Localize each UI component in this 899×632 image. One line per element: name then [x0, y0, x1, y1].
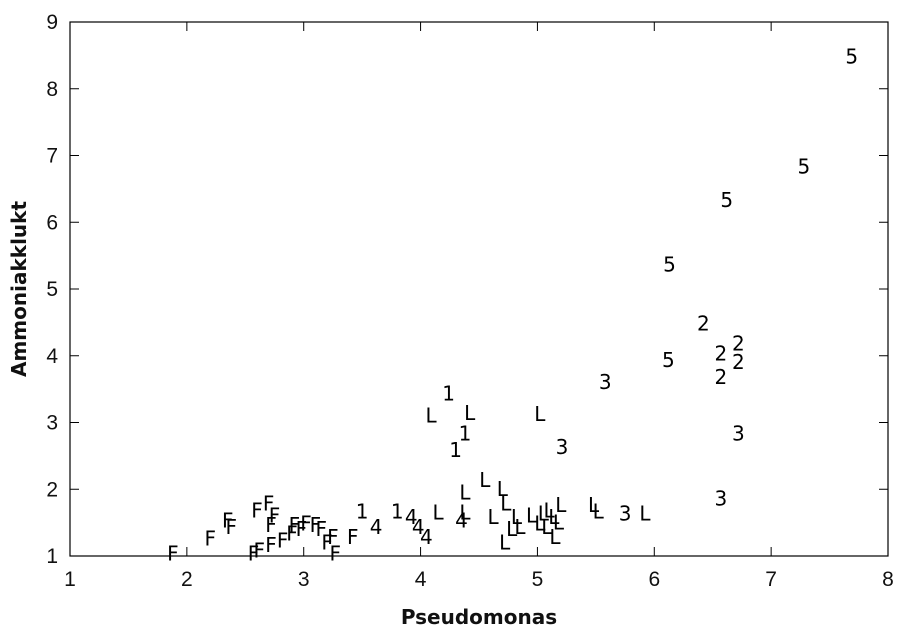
y-tick-label: 2: [46, 478, 58, 501]
data-point-label: L: [459, 480, 471, 504]
data-point-label: L: [459, 500, 471, 524]
data-point-label: L: [588, 493, 600, 517]
data-point-label: L: [593, 500, 605, 524]
data-point-label: L: [553, 510, 565, 534]
data-point-label: F: [330, 542, 342, 566]
y-tick-label: 9: [46, 11, 58, 34]
data-point-label: L: [538, 502, 550, 526]
data-point-label: L: [534, 512, 546, 536]
data-point-label: 1: [442, 381, 455, 405]
data-point-label: L: [548, 505, 560, 529]
data-point-label: L: [549, 525, 561, 549]
data-point-label: L: [534, 402, 546, 426]
y-tick-label: 5: [46, 278, 58, 301]
data-point-label: F: [167, 542, 179, 566]
data-point-label: 4: [455, 508, 468, 532]
data-point-label: F: [327, 525, 339, 549]
data-point-label: 3: [715, 486, 728, 510]
data-point-label: L: [506, 517, 518, 541]
data-point-label: F: [321, 530, 333, 554]
data-point-label: F: [248, 542, 260, 566]
data-point-label: 2: [697, 311, 710, 335]
data-point-label: 3: [732, 422, 745, 446]
data-point-label: L: [433, 500, 445, 524]
x-tick-label: 1: [64, 568, 76, 591]
data-point-label: F: [286, 522, 298, 546]
y-tick-label: 3: [46, 412, 58, 435]
data-point-label: 2: [732, 331, 745, 355]
data-point-label: 2: [715, 365, 728, 389]
data-point-label: L: [511, 505, 523, 529]
data-point-label: 1: [459, 422, 472, 446]
data-point-label: L: [487, 505, 499, 529]
x-tick-label: 8: [882, 568, 894, 591]
data-point-label: F: [265, 513, 277, 537]
x-tick-label: 5: [532, 568, 544, 591]
data-point-label: L: [500, 492, 512, 516]
data-point-label: F: [300, 512, 312, 536]
data-point-label: 1: [391, 500, 404, 524]
y-tick-label: 6: [46, 211, 58, 234]
data-point-label: F: [269, 504, 281, 528]
x-tick-label: 7: [765, 568, 777, 591]
data-point-label: F: [263, 492, 275, 516]
data-point-label: F: [315, 517, 327, 541]
data-point-label: L: [639, 502, 651, 526]
data-point-label: 1: [449, 438, 462, 462]
data-point-label: F: [347, 525, 359, 549]
data-point-label: L: [479, 468, 491, 492]
data-point-label: F: [296, 517, 308, 541]
data-point-label: 2: [732, 350, 745, 374]
data-point-label: 3: [599, 370, 612, 394]
data-point-label: L: [544, 498, 556, 522]
x-tick-label: 6: [648, 568, 660, 591]
x-tick-label: 4: [415, 568, 427, 591]
x-tick-label: 2: [181, 568, 193, 591]
data-point-label: 1: [356, 500, 369, 524]
data-point-label: F: [222, 508, 234, 532]
y-tick-label: 8: [46, 78, 58, 101]
data-point-label: F: [289, 513, 301, 537]
data-point-label: 5: [797, 155, 810, 179]
axis-ticks: [69, 21, 889, 557]
y-tick-label: 4: [46, 345, 58, 368]
data-point-label: F: [310, 513, 322, 537]
data-point-label: L: [464, 401, 476, 425]
data-point-label: 3: [556, 435, 569, 459]
data-point-label: 5: [845, 44, 858, 68]
data-point-label: F: [226, 515, 238, 539]
x-axis-title: Pseudomonas: [401, 605, 557, 629]
x-tick-label: 3: [298, 568, 310, 591]
data-point-label: F: [254, 538, 266, 562]
data-point-label: L: [555, 493, 567, 517]
y-axis-title: Ammoniakklukt: [7, 201, 31, 377]
data-point-label: F: [265, 533, 277, 557]
data-point-label: F: [251, 498, 263, 522]
data-point-label: 4: [420, 525, 433, 549]
data-point-label: 2: [715, 341, 728, 365]
data-point-label: 5: [662, 348, 675, 372]
data-point-label: 5: [663, 253, 676, 277]
data-point-label: 4: [412, 515, 425, 539]
data-point-label: 4: [405, 505, 418, 529]
data-point-label: L: [497, 477, 509, 501]
y-tick-label: 7: [46, 145, 58, 168]
data-point-label: 4: [370, 515, 383, 539]
data-point-label: L: [541, 515, 553, 539]
x-tick-labels: 1 2 3 4 5 6 7 8: [64, 568, 894, 591]
data-point-label: F: [277, 528, 289, 552]
data-point-label: L: [499, 530, 511, 554]
data-point-label: L: [514, 515, 526, 539]
data-point-label: L: [426, 403, 438, 427]
data-point-label: L: [526, 504, 538, 528]
y-tick-label: 1: [46, 545, 58, 568]
data-point-label: 3: [619, 502, 632, 526]
y-tick-labels: 1 2 3 4 5 6 7 8 9: [46, 11, 58, 568]
data-point-label: 5: [720, 188, 733, 212]
data-point-label: F: [204, 526, 216, 550]
